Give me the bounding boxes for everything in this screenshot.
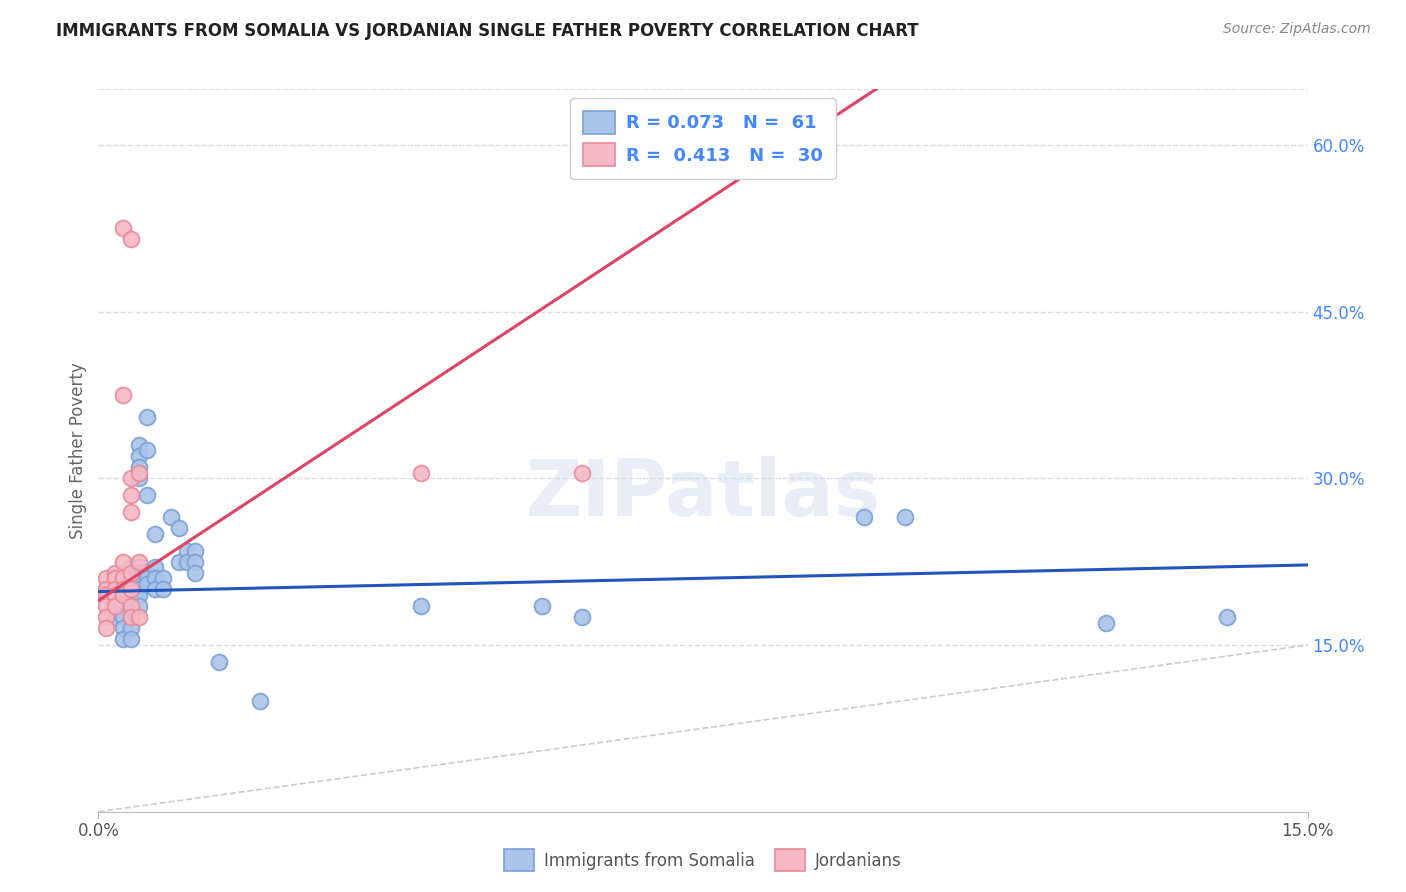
Point — [96, 588, 118, 602]
Point — [96, 621, 118, 635]
Y-axis label: Single Father Poverty: Single Father Poverty — [69, 362, 87, 539]
Point — [128, 560, 150, 574]
Point — [530, 599, 553, 613]
Point — [111, 571, 134, 585]
Point — [111, 582, 134, 597]
Point — [128, 571, 150, 585]
Point — [128, 438, 150, 452]
Point — [128, 460, 150, 475]
Point — [128, 582, 150, 597]
Point — [120, 599, 142, 613]
Point — [409, 599, 432, 613]
Point — [96, 582, 118, 597]
Point — [160, 510, 183, 524]
Point — [120, 582, 142, 597]
Point — [103, 582, 125, 597]
Point — [120, 632, 142, 647]
Point — [120, 571, 142, 585]
Point — [128, 555, 150, 569]
Point — [120, 560, 142, 574]
Point — [120, 588, 142, 602]
Point — [111, 571, 134, 585]
Point — [111, 632, 134, 647]
Point — [128, 599, 150, 613]
Text: Source: ZipAtlas.com: Source: ZipAtlas.com — [1223, 22, 1371, 37]
Point — [120, 471, 142, 485]
Point — [1095, 615, 1118, 630]
Point — [409, 466, 432, 480]
Point — [143, 582, 166, 597]
Point — [111, 555, 134, 569]
Point — [135, 577, 157, 591]
Point — [120, 232, 142, 246]
Point — [143, 571, 166, 585]
Point — [120, 621, 142, 635]
Point — [571, 466, 593, 480]
Point — [143, 560, 166, 574]
Point — [167, 521, 190, 535]
Point — [120, 582, 142, 597]
Point — [103, 571, 125, 585]
Point — [111, 599, 134, 613]
Point — [111, 221, 134, 235]
Point — [96, 610, 118, 624]
Point — [1216, 610, 1239, 624]
Point — [893, 510, 915, 524]
Point — [167, 555, 190, 569]
Point — [120, 566, 142, 580]
Point — [96, 582, 118, 597]
Point — [128, 566, 150, 580]
Point — [120, 610, 142, 624]
Point — [128, 471, 150, 485]
Point — [208, 655, 231, 669]
Point — [96, 599, 118, 613]
Point — [152, 582, 174, 597]
Point — [135, 571, 157, 585]
Point — [103, 605, 125, 619]
Point — [120, 488, 142, 502]
Legend: R = 0.073   N =  61, R =  0.413   N =  30: R = 0.073 N = 61, R = 0.413 N = 30 — [571, 98, 835, 179]
Point — [111, 588, 134, 602]
Point — [111, 621, 134, 635]
Point — [120, 610, 142, 624]
Point — [184, 543, 207, 558]
Point — [249, 693, 271, 707]
Point — [135, 410, 157, 425]
Point — [103, 610, 125, 624]
Point — [103, 599, 125, 613]
Point — [176, 555, 198, 569]
Point — [135, 443, 157, 458]
Point — [128, 610, 150, 624]
Point — [120, 599, 142, 613]
Point — [184, 566, 207, 580]
Text: ZIPatlas: ZIPatlas — [526, 456, 880, 532]
Point — [176, 543, 198, 558]
Point — [103, 588, 125, 602]
Point — [184, 555, 207, 569]
Point — [111, 582, 134, 597]
Point — [128, 449, 150, 463]
Point — [571, 610, 593, 624]
Point — [128, 466, 150, 480]
Point — [96, 588, 118, 602]
Text: IMMIGRANTS FROM SOMALIA VS JORDANIAN SINGLE FATHER POVERTY CORRELATION CHART: IMMIGRANTS FROM SOMALIA VS JORDANIAN SIN… — [56, 22, 920, 40]
Point — [853, 510, 876, 524]
Point — [103, 593, 125, 607]
Point — [103, 588, 125, 602]
Point — [120, 505, 142, 519]
Point — [103, 566, 125, 580]
Point — [103, 599, 125, 613]
Point — [111, 610, 134, 624]
Point — [152, 571, 174, 585]
Point — [96, 571, 118, 585]
Legend: Immigrants from Somalia, Jordanians: Immigrants from Somalia, Jordanians — [496, 841, 910, 880]
Point — [128, 588, 150, 602]
Point — [135, 566, 157, 580]
Point — [135, 488, 157, 502]
Point — [111, 588, 134, 602]
Point — [111, 388, 134, 402]
Point — [143, 526, 166, 541]
